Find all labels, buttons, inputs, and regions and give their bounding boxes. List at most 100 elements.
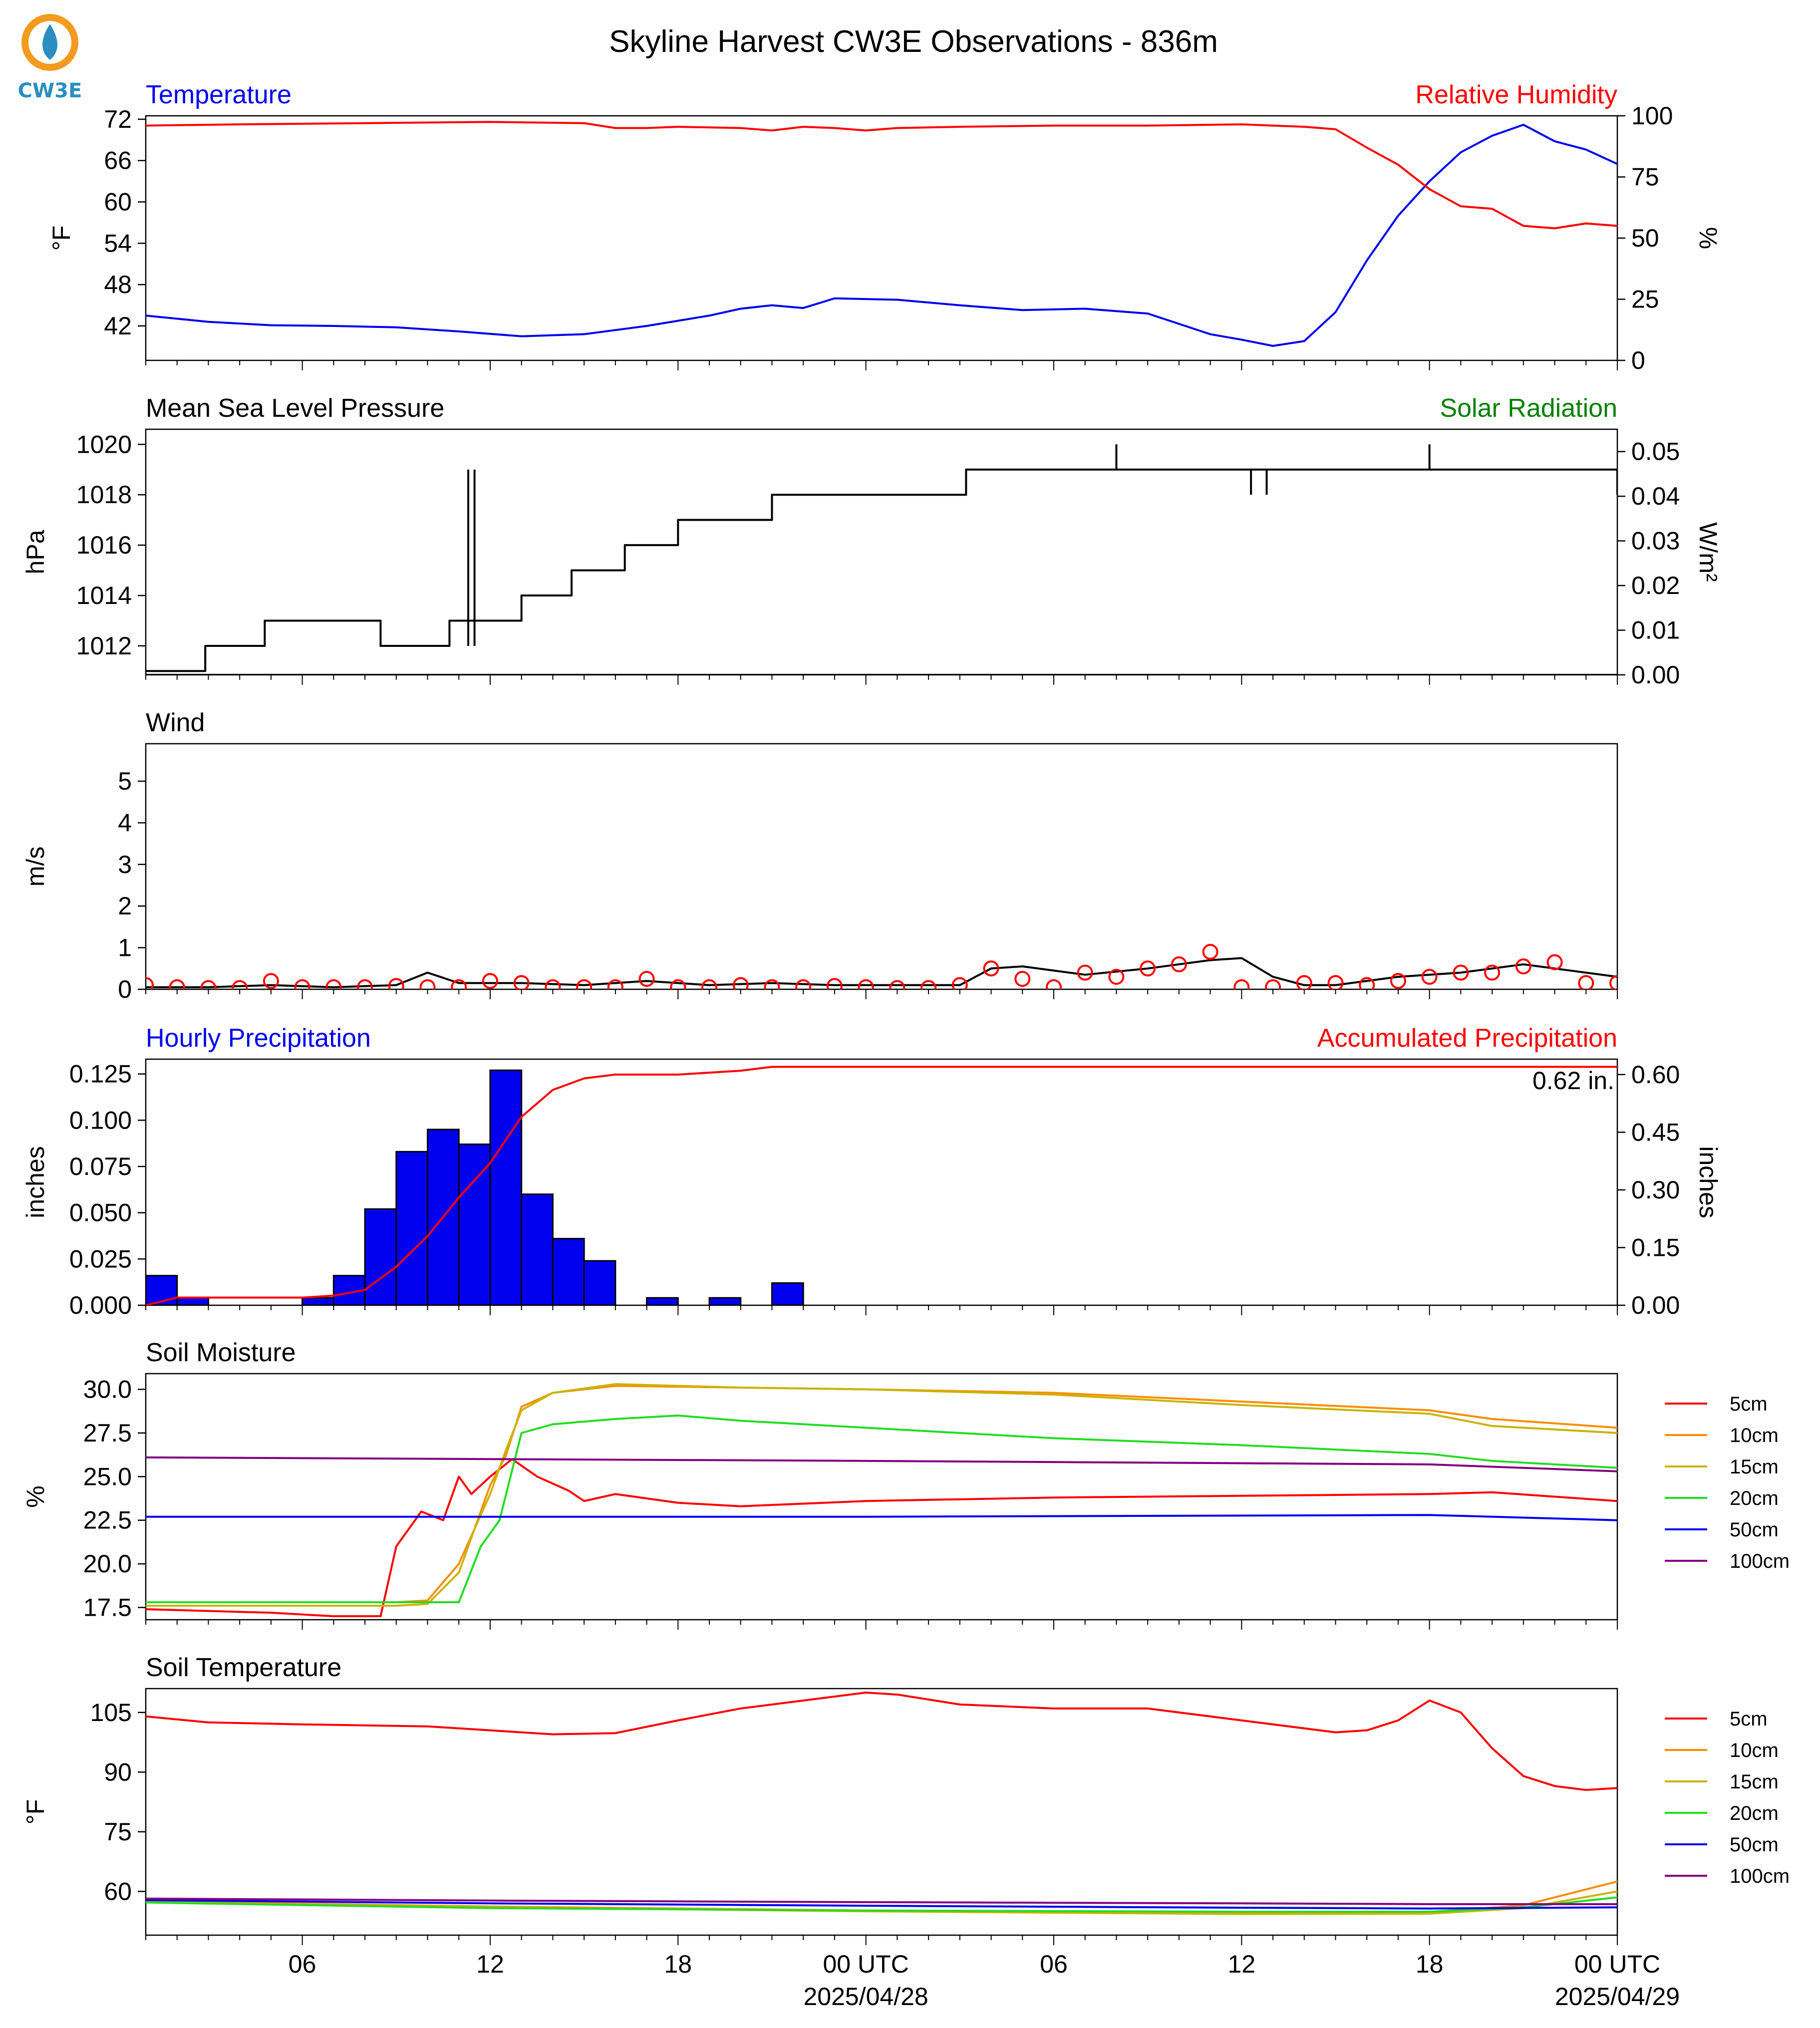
precip-bar (708, 1297, 742, 1305)
panel-pressure: Mean Sea Level Pressure Solar Radiation 10… (21, 394, 1722, 689)
series-line (146, 1514, 1617, 1521)
legend-label: 50cm (1730, 1519, 1779, 1541)
plot-area (146, 444, 1617, 675)
legend-label: 5cm (1730, 1393, 1768, 1415)
y-axis-label: hPa (21, 530, 49, 574)
y2-tick-label: 0.00 (1631, 661, 1680, 689)
series-line (146, 1458, 1617, 1618)
precip-bar (583, 1260, 616, 1305)
gust-marker (419, 979, 436, 989)
series-line (146, 121, 1617, 230)
gust-marker (701, 979, 718, 989)
panel-title-right: Solar Radiation (1440, 394, 1617, 423)
y2-tick-label: 0.45 (1631, 1118, 1680, 1146)
x-tick-label: 18 (664, 1950, 692, 1978)
precip-bar (489, 1069, 523, 1305)
y-tick-label: 60 (104, 1877, 132, 1905)
panels: Temperature Relative Humidity424854606672… (21, 80, 1790, 2011)
gust-marker (1140, 960, 1156, 977)
panel-precip: Hourly Precipitation Accumulated Precipit… (21, 1024, 1722, 1319)
panel-soil_moisture: Soil Moisture 17.5 20.0 22.5 25.0 27.5 30.0% 5c… (21, 1338, 1790, 1630)
y-tick-label: 0.050 (69, 1199, 132, 1227)
panel-frame (145, 428, 1618, 676)
gust-marker (388, 978, 404, 989)
y-tick-label: 4 (118, 809, 132, 837)
y-tick-label: 1016 (76, 531, 132, 559)
legend-label: 100cm (1730, 1550, 1790, 1572)
gust-marker (576, 979, 593, 989)
x-tick-label: 12 (1228, 1950, 1256, 1978)
panel-title-left: Wind (146, 708, 205, 737)
y-tick-label: 17.5 (83, 1594, 132, 1622)
gust-marker (858, 979, 874, 989)
y-tick-label: 42 (104, 312, 132, 340)
y2-tick-label: 25 (1631, 286, 1659, 313)
cw3e-logo: CW3E (18, 14, 82, 102)
gust-marker (1296, 975, 1312, 989)
y-tick-label: 0.025 (69, 1245, 132, 1273)
y-tick-label: 90 (104, 1758, 132, 1786)
gust-marker (232, 980, 248, 989)
legend-label: 20cm (1730, 1802, 1779, 1824)
series-line (146, 123, 1617, 347)
y-tick-label: 0.125 (69, 1060, 132, 1088)
gust-marker (1546, 954, 1563, 970)
gust-marker (451, 979, 467, 989)
y-tick-label: 2 (118, 892, 132, 920)
gust-marker (357, 979, 373, 989)
precip-bar (364, 1208, 397, 1305)
precip-bar (146, 1275, 178, 1305)
gust-marker (607, 979, 623, 989)
series-line (146, 468, 1617, 672)
y-tick-label: 22.5 (83, 1506, 132, 1534)
y-tick-label: 1012 (76, 632, 132, 660)
gust-marker (513, 975, 530, 989)
gust-marker (983, 960, 999, 977)
legend-label: 15cm (1730, 1456, 1779, 1478)
gust-marker (1077, 964, 1093, 981)
y-tick-label: 1018 (76, 481, 132, 509)
y2-axis-label: W/m² (1694, 522, 1722, 581)
panel-title-left: Soil Moisture (146, 1338, 296, 1367)
gust-marker (325, 979, 342, 989)
gust-marker (1453, 964, 1469, 981)
y-tick-label: 30.0 (83, 1375, 132, 1403)
y2-axis-label: % (1694, 227, 1722, 249)
y-axis-label: °F (21, 1799, 49, 1825)
precip-bar (302, 1297, 334, 1305)
series-line (146, 1456, 1617, 1472)
y-tick-label: 27.5 (83, 1419, 132, 1447)
y2-tick-label: 100 (1631, 102, 1673, 130)
accum-total-label: 0.62 in. (1532, 1067, 1614, 1095)
plot-area (146, 1066, 1617, 1305)
gust-marker (764, 979, 780, 989)
gust-marker (1327, 975, 1344, 989)
gust-marker (1014, 971, 1031, 987)
gust-marker (263, 973, 279, 989)
y2-tick-label: 0.30 (1631, 1176, 1680, 1204)
series-line (146, 1897, 1617, 1905)
precip-bar (458, 1144, 491, 1305)
legend-label: 10cm (1730, 1425, 1779, 1447)
y-tick-label: 3 (118, 851, 132, 878)
gust-marker (670, 979, 686, 989)
y-tick-label: 20.0 (83, 1550, 132, 1578)
y-tick-label: 60 (104, 188, 132, 216)
y-tick-label: 66 (104, 147, 132, 175)
gust-marker (795, 979, 812, 989)
panel-frame (145, 1058, 1618, 1306)
x-date-label: 2025/04/29 (1555, 1983, 1680, 2011)
legend-label: 15cm (1730, 1771, 1779, 1793)
y2-tick-label: 0.00 (1631, 1291, 1680, 1319)
y2-tick-label: 50 (1631, 224, 1659, 252)
series-line (146, 957, 1617, 988)
gust-marker (1421, 968, 1438, 985)
y-tick-label: 48 (104, 271, 132, 298)
y2-tick-label: 0.15 (1631, 1233, 1680, 1261)
y-axis-label: m/s (21, 847, 49, 887)
gust-marker (169, 979, 185, 989)
logo-text: CW3E (18, 79, 82, 102)
y-tick-label: 54 (104, 229, 132, 257)
